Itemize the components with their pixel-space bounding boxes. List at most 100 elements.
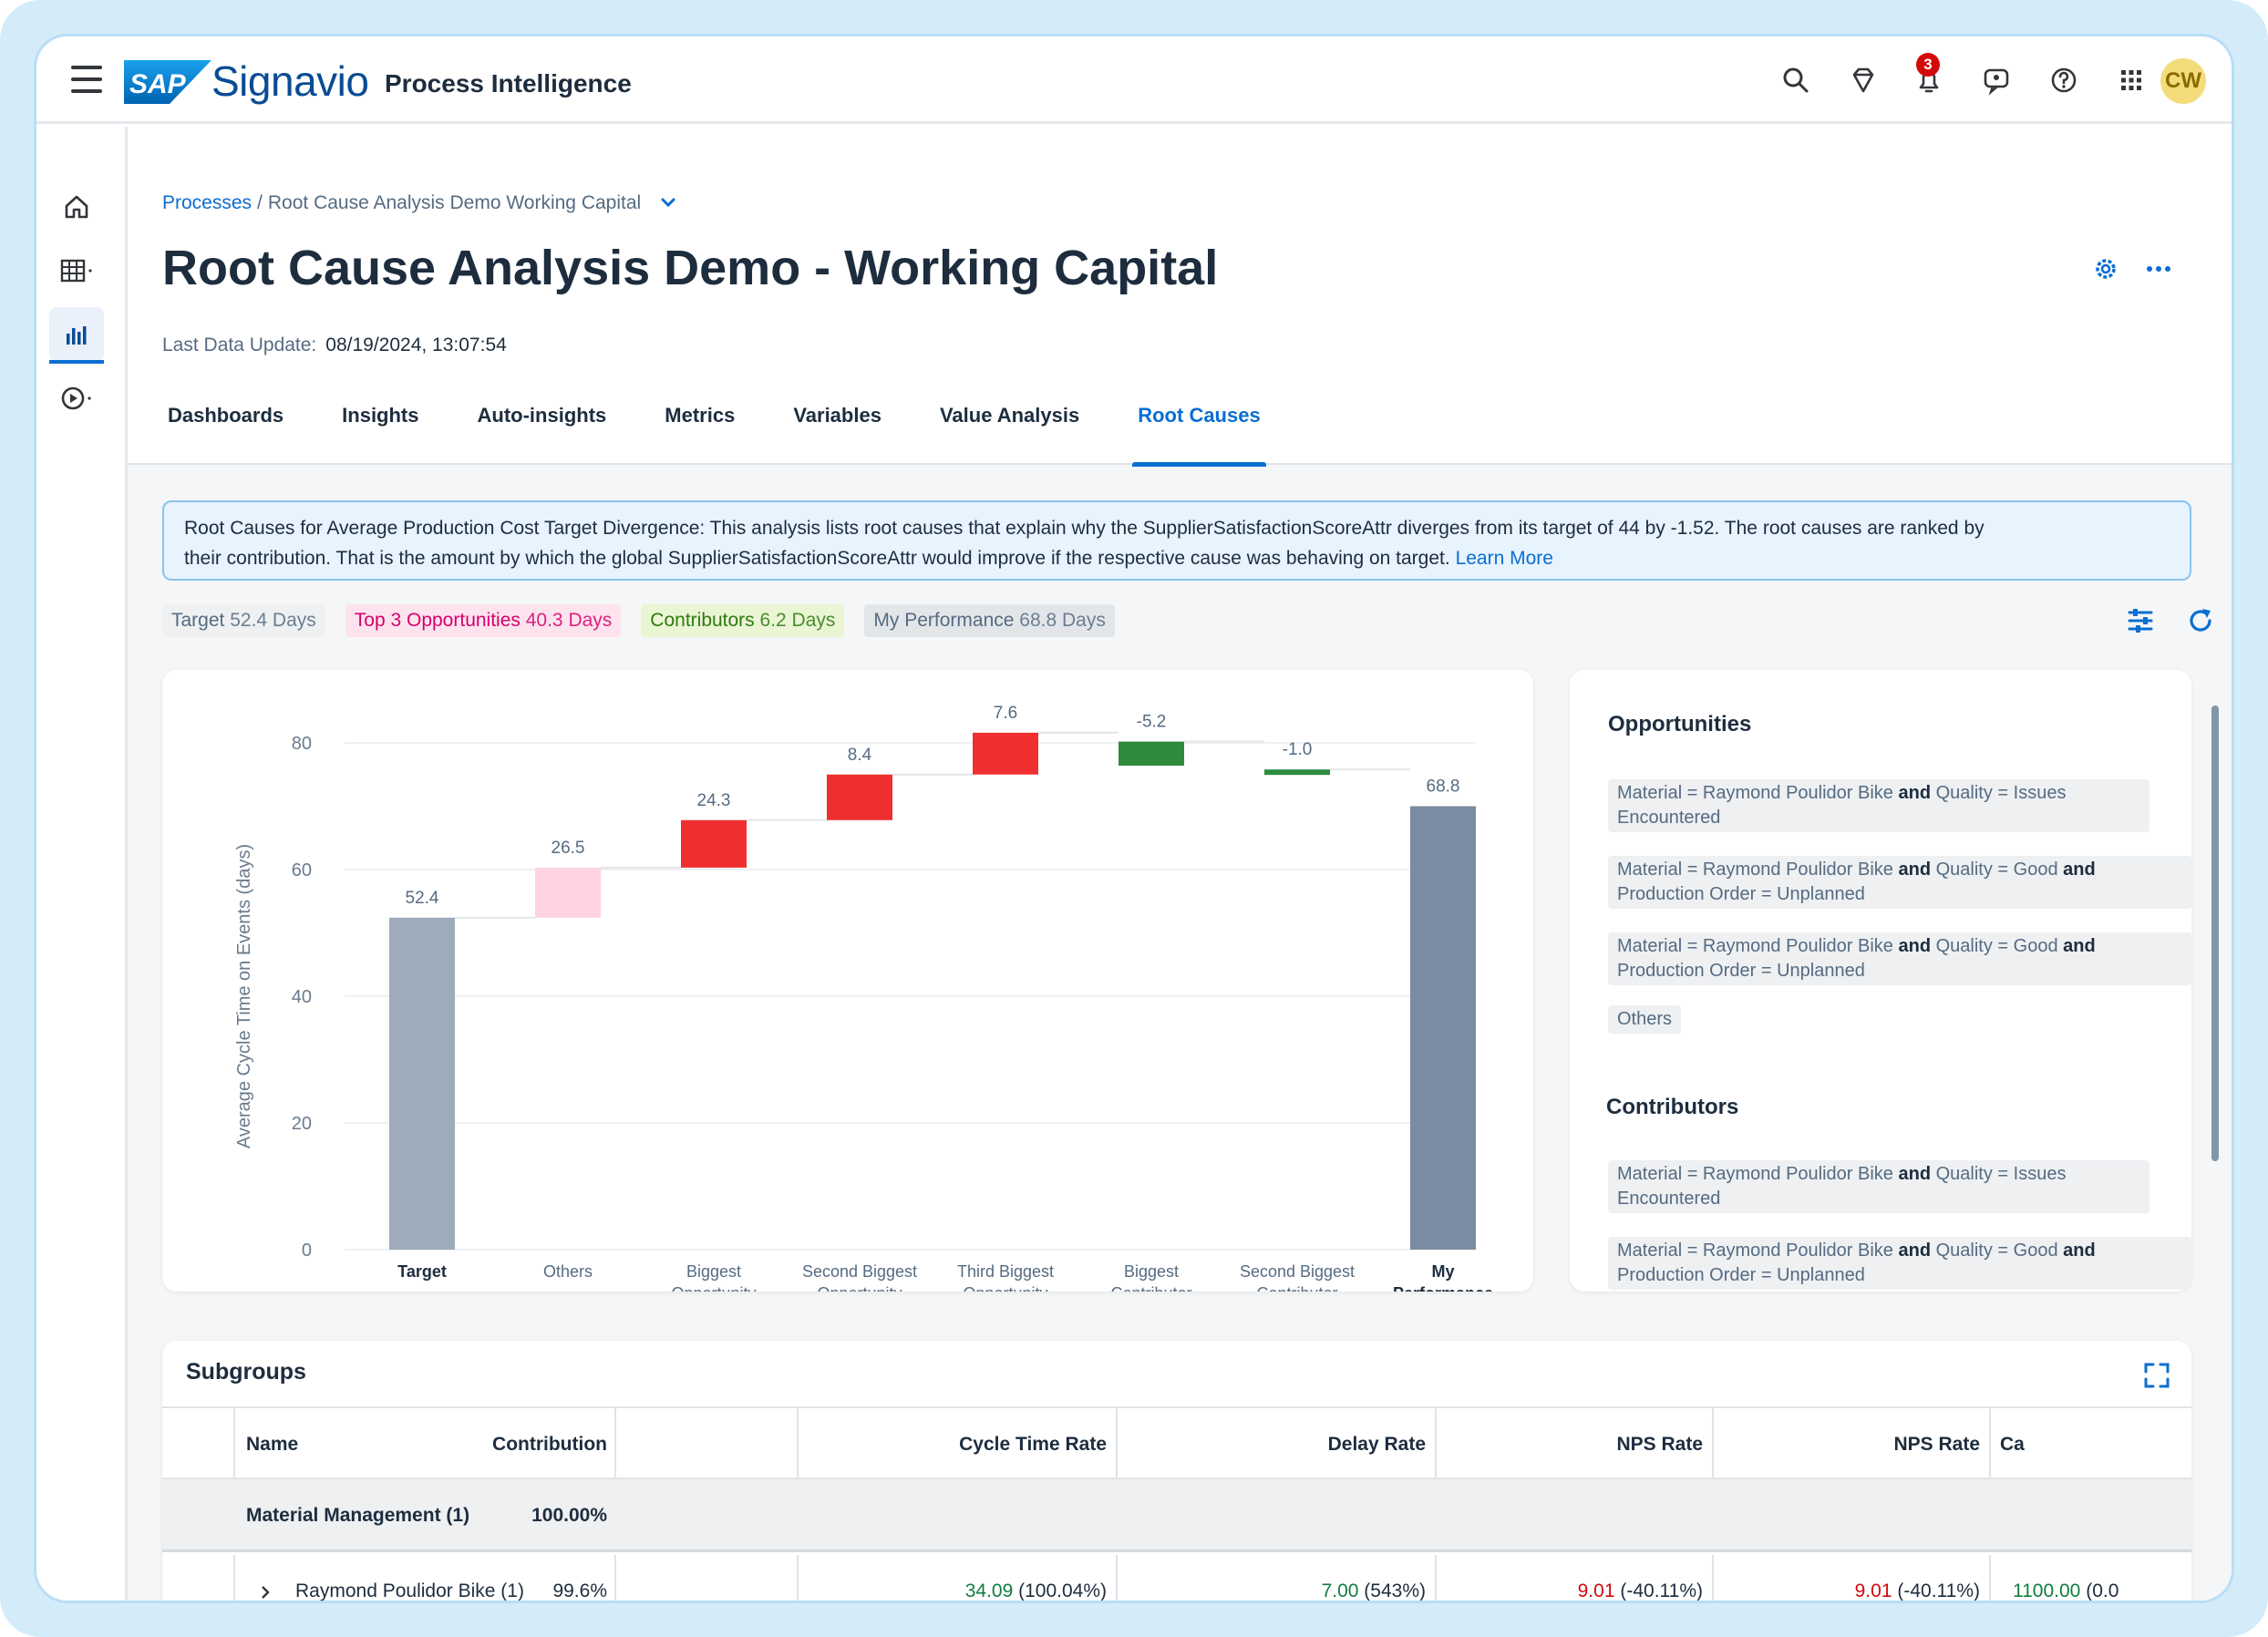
contrib-and: and	[1898, 1164, 1932, 1184]
nav-home[interactable]	[49, 180, 104, 234]
opp-and: and	[1898, 783, 1932, 803]
chevron-down-icon[interactable]	[659, 197, 677, 210]
bar-value-label: 24.3	[697, 791, 731, 810]
column-divider	[1989, 1555, 1991, 1601]
nps-value: 9.01	[1577, 1580, 1615, 1601]
bar-value-label: 68.8	[1427, 777, 1460, 797]
x-category-label: Second Biggest	[802, 1262, 917, 1281]
x-category-label: Performance	[1393, 1284, 1493, 1292]
nav-analytics[interactable]	[49, 307, 104, 364]
subgroups-title: Subgroups	[186, 1359, 306, 1385]
tab-root-causes[interactable]: Root Causes	[1132, 400, 1267, 467]
diamond-icon[interactable]	[1847, 64, 1880, 97]
settings-gear-icon[interactable]	[2088, 251, 2124, 287]
column-header-cycle-time-rate[interactable]: Cycle Time Rate	[959, 1434, 1107, 1455]
feedback-icon[interactable]	[1980, 64, 2013, 97]
column-header-contribution[interactable]: Contribution	[492, 1434, 607, 1455]
app-grid-icon[interactable]	[2115, 64, 2148, 97]
row-name: Raymond Poulidor Bike (1)	[295, 1580, 524, 1601]
waterfall-bar	[535, 867, 601, 918]
opp-text: Production Order = Unplanned	[1617, 884, 1865, 904]
x-category-label: Second Biggest	[1240, 1262, 1355, 1281]
column-divider	[1116, 1555, 1118, 1601]
x-category-label: Biggest	[1124, 1262, 1179, 1281]
nps2-value: 9.01	[1854, 1580, 1892, 1601]
bar-value-label: 7.6	[994, 704, 1017, 723]
chip-target-label: Target	[171, 610, 225, 631]
row-ca: 1100.00 (0.0	[2013, 1580, 2119, 1601]
y-axis-label: Average Cycle Time on Events (days)	[234, 844, 254, 1148]
nav-table[interactable]	[49, 243, 104, 298]
chip-contributors-value: 6.2 Days	[759, 610, 836, 631]
column-header-nps-rate-2[interactable]: NPS Rate	[1893, 1434, 1980, 1455]
x-category-label: Contributor	[1110, 1284, 1191, 1292]
bar-value-label: -1.0	[1283, 740, 1313, 759]
refresh-icon[interactable]	[2184, 604, 2217, 637]
opp-and: and	[2063, 860, 2096, 880]
cycle-pct: (100.04%)	[1018, 1580, 1107, 1601]
bar-value-label: 26.5	[552, 839, 585, 858]
opportunity-item[interactable]: Material = Raymond Poulidor Bike and Qua…	[1608, 779, 2149, 832]
chevron-right-icon[interactable]	[259, 1584, 272, 1601]
summary-chips: Target 52.4 Days Top 3 Opportunities 40.…	[162, 604, 1135, 637]
filter-settings-icon[interactable]	[2124, 604, 2157, 637]
tab-metrics[interactable]: Metrics	[665, 404, 736, 427]
contributor-item[interactable]: Material = Raymond Poulidor Bike and Qua…	[1608, 1160, 2149, 1213]
opportunity-item[interactable]: Material = Raymond Poulidor Bike and Qua…	[1608, 932, 2191, 985]
column-header-nps-rate[interactable]: NPS Rate	[1616, 1434, 1703, 1455]
fullscreen-icon[interactable]	[2142, 1361, 2171, 1390]
opp-text: Quality = Good	[1931, 860, 2064, 880]
menu-icon[interactable]	[71, 66, 102, 93]
table-group-row: Material Management (1) 100.00%	[162, 1479, 2191, 1552]
tab-insights[interactable]: Insights	[342, 404, 419, 427]
x-category-label: Third Biggest	[957, 1262, 1054, 1281]
info-message-strip: Root Causes for Average Production Cost …	[162, 500, 2191, 581]
panel-scrollbar[interactable]	[2211, 705, 2219, 1161]
more-options-icon[interactable]	[2140, 251, 2177, 287]
x-category-label: Contributor	[1256, 1284, 1337, 1292]
page-title: Root Cause Analysis Demo - Working Capit…	[162, 241, 1219, 295]
table-row[interactable]: Raymond Poulidor Bike (1) 99.6% 34.09 (1…	[162, 1555, 2191, 1601]
opportunity-item-others[interactable]: Others	[1608, 1005, 1682, 1034]
nav-process-player[interactable]	[49, 371, 104, 426]
contributor-item[interactable]: Material = Raymond Poulidor Bike and Qua…	[1608, 1237, 2191, 1290]
chip-performance-label: My Performance	[873, 610, 1015, 631]
opp-text: Production Order = Unplanned	[1617, 961, 1865, 981]
table-icon	[60, 259, 92, 283]
ca-pct: (0.0	[2086, 1580, 2119, 1601]
last-data-update: Last Data Update: 08/19/2024, 13:07:54	[162, 335, 507, 356]
user-avatar[interactable]: CW	[2160, 58, 2206, 104]
contributors-title: Contributors	[1606, 1095, 1739, 1119]
nps2-pct: (-40.11%)	[1897, 1580, 1980, 1601]
main-content: Processes / Root Cause Analysis Demo Worki…	[128, 127, 2232, 1601]
tab-value-analysis[interactable]: Value Analysis	[939, 404, 1080, 427]
column-divider	[1712, 1408, 1714, 1481]
column-header-ca[interactable]: Ca	[2000, 1434, 2025, 1455]
tab-variables[interactable]: Variables	[793, 404, 881, 427]
y-tick-label: 20	[292, 1114, 312, 1134]
search-icon[interactable]	[1779, 64, 1812, 97]
chip-my-performance: My Performance 68.8 Days	[864, 604, 1115, 637]
tab-auto-insights[interactable]: Auto-insights	[477, 404, 607, 427]
opp-text: Material = Raymond Poulidor Bike	[1617, 783, 1899, 803]
contrib-text: Quality = Issues Encountered	[1617, 1164, 2067, 1209]
column-header-delay-rate[interactable]: Delay Rate	[1327, 1434, 1426, 1455]
column-divider	[614, 1555, 616, 1601]
breadcrumb-processes-link[interactable]: Processes	[162, 192, 253, 213]
table-header-row: Name Contribution Cycle Time Rate Delay …	[162, 1406, 2191, 1481]
column-divider	[797, 1408, 799, 1481]
column-header-name[interactable]: Name	[246, 1434, 299, 1455]
x-category-label: Others	[543, 1262, 593, 1281]
tab-dashboards[interactable]: Dashboards	[168, 404, 284, 427]
opportunity-item[interactable]: Material = Raymond Poulidor Bike and Qua…	[1608, 856, 2191, 909]
bar-value-label: 52.4	[406, 889, 439, 908]
x-category-label: Opportunity	[963, 1284, 1047, 1292]
help-icon[interactable]	[2047, 64, 2080, 97]
x-category-label: Opportunity	[671, 1284, 756, 1292]
waterfall-bar	[1264, 769, 1330, 776]
chip-top3-label: Top 3 Opportunities	[354, 610, 521, 631]
cycle-value: 34.09	[964, 1580, 1014, 1601]
chip-target-value: 52.4 Days	[230, 610, 316, 631]
learn-more-link[interactable]: Learn More	[1455, 548, 1553, 569]
waterfall-bar	[1410, 806, 1476, 1250]
